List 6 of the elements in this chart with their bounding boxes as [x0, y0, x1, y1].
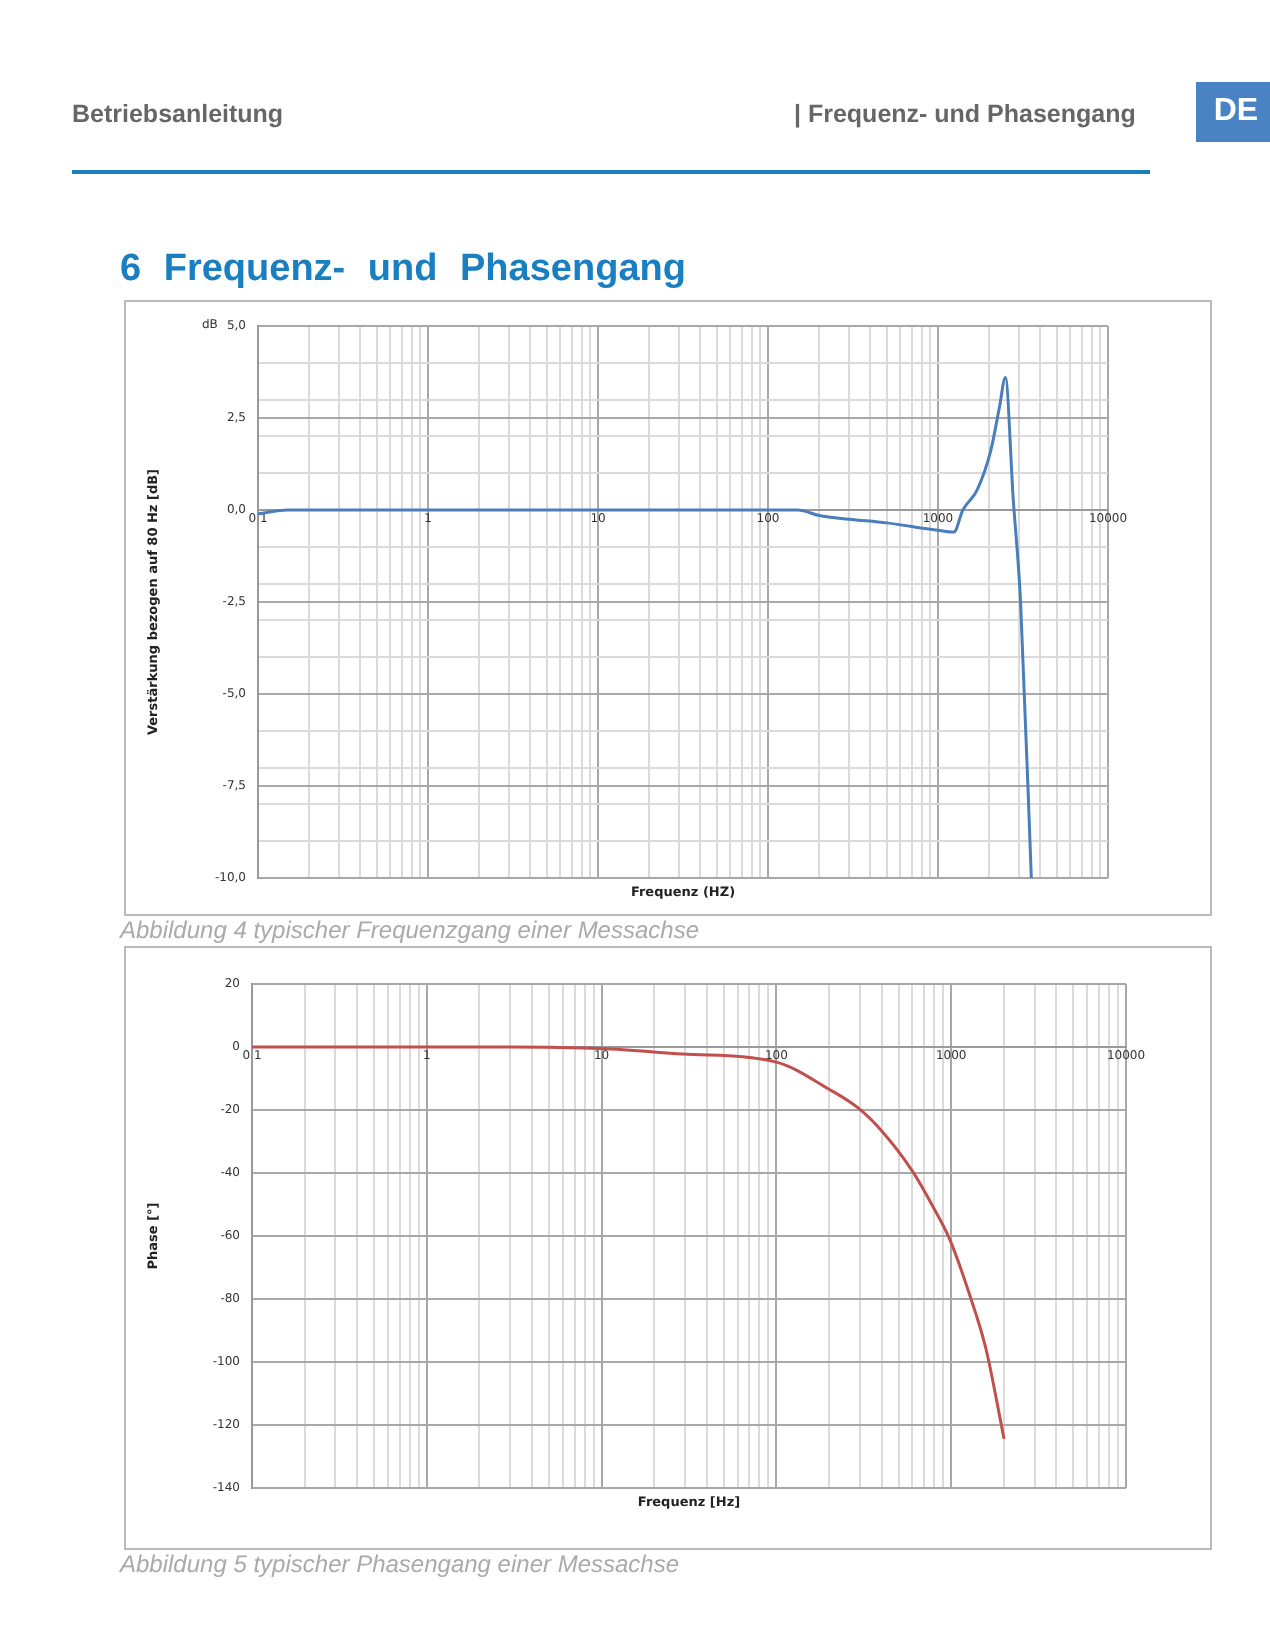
text: DE [1196, 82, 1270, 142]
text: Abbildung 4 typischer Frequenzgang einer Messachse [120, 916, 700, 944]
text: Abbildung 5 typischer Phasengang einer Messachse [120, 1550, 680, 1578]
text: Betriebsanleitung [72, 100, 284, 128]
text: | Frequenz- und Phasengang [794, 100, 1136, 128]
chart-title: 6 Frequenz- und Phasengang [120, 248, 686, 292]
